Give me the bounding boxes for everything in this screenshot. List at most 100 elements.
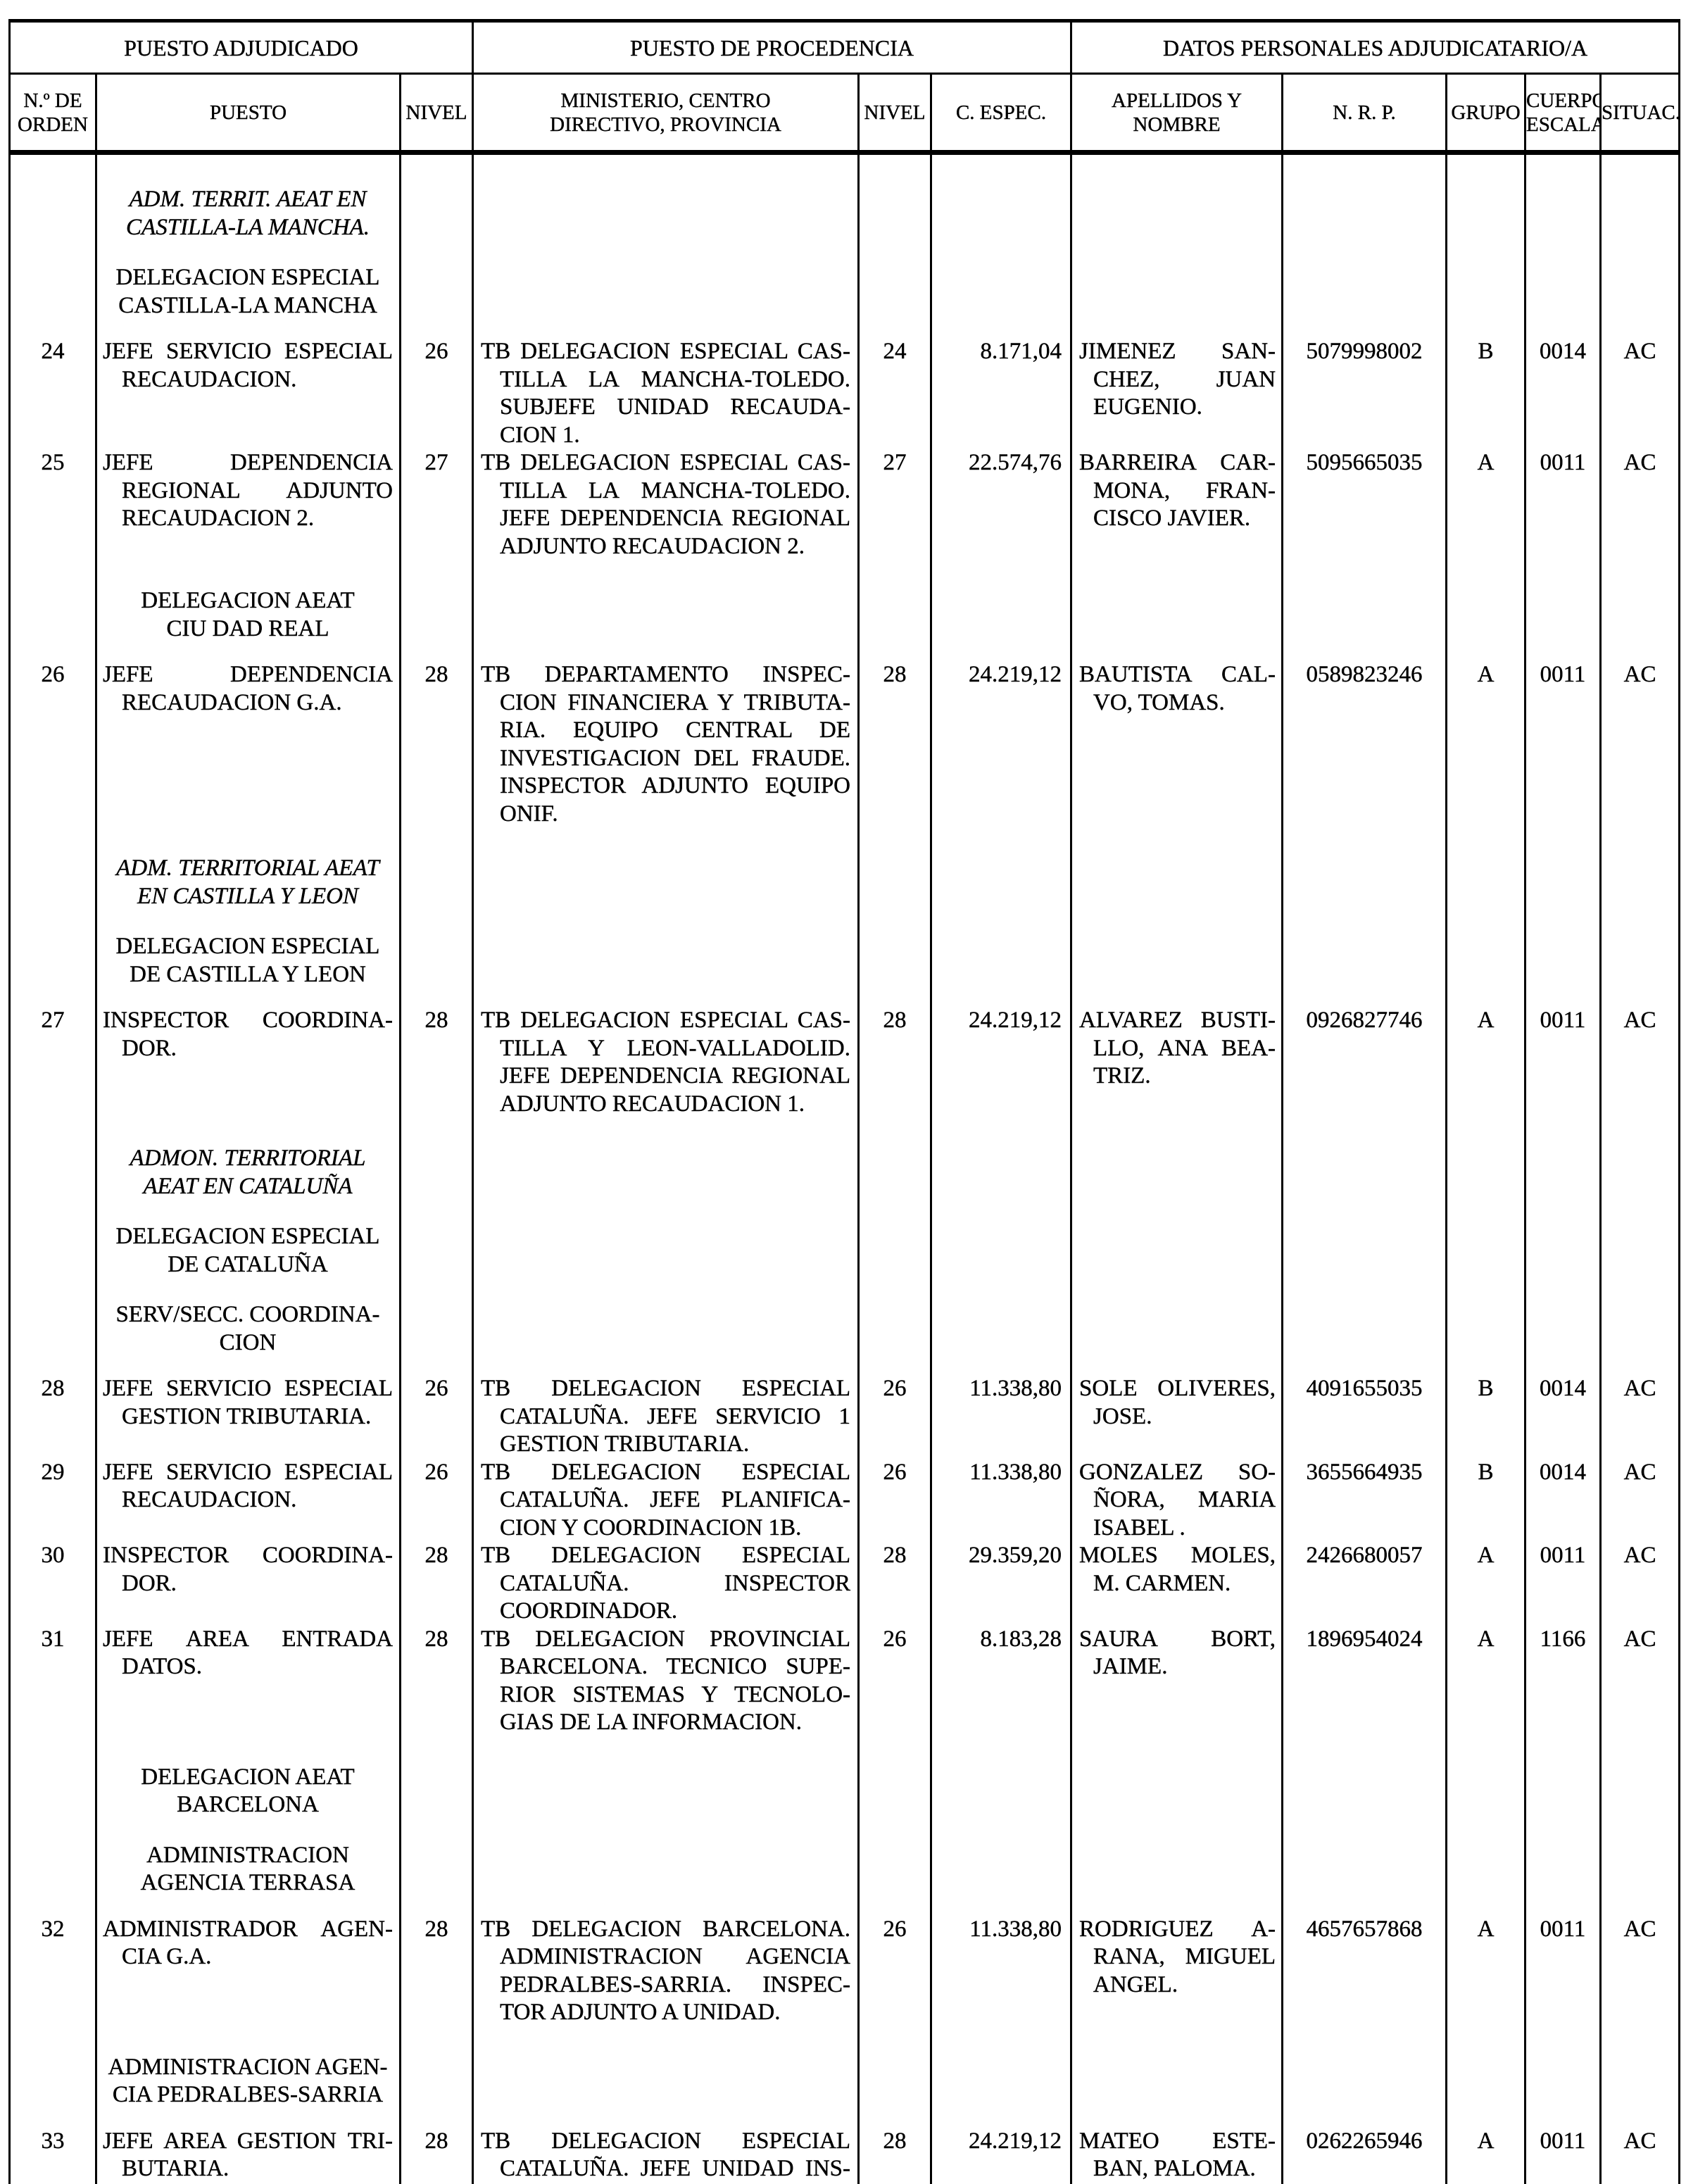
section-heading-row: SERV/SECC. COORDINA- CION bbox=[8, 1279, 1681, 1357]
cell-nombre: BARREIRA CAR- MONA, FRAN- CISCO JAVIER. bbox=[1070, 449, 1284, 560]
cell-text-line: SAURA BORT, bbox=[1079, 1626, 1276, 1652]
cell-nrp: 4091655035 bbox=[1281, 1357, 1448, 1459]
cell-text-line: JOSE. bbox=[1093, 1403, 1152, 1429]
cell-grupo bbox=[1445, 152, 1527, 241]
cell-puesto: INSPECTOR COORDINA- DOR. bbox=[95, 1542, 401, 1626]
table-row: 31 JEFE AREA ENTRADA DATOS. 28 TB DELEGACION… bbox=[8, 1625, 1681, 1737]
cell-situac bbox=[1599, 560, 1681, 643]
cell-cespec bbox=[930, 828, 1073, 910]
cell-cuerpo bbox=[1524, 1819, 1602, 1897]
cell-grupo: A bbox=[1445, 643, 1527, 828]
cell-nivel1: 28 bbox=[398, 2109, 474, 2184]
column-header-nrp: N. R. P. bbox=[1281, 73, 1448, 155]
cell-text-line: TB DELEGACION ESPECIAL CAS- bbox=[481, 450, 851, 475]
cell-proc bbox=[472, 152, 860, 241]
cell-nombre bbox=[1070, 1819, 1284, 1897]
cell-nivel2: 26 bbox=[857, 1357, 933, 1459]
column-header-grupo: GRUPO bbox=[1445, 73, 1527, 155]
cell-nombre bbox=[1070, 241, 1284, 320]
section-heading-line: CION bbox=[219, 1329, 277, 1355]
cell-grupo bbox=[1445, 560, 1527, 643]
cell-cespec: 8.171,04 bbox=[930, 320, 1073, 449]
cell-nivel1: 26 bbox=[398, 1458, 474, 1542]
cell-nivel1: 28 bbox=[398, 643, 474, 828]
column-header-line: NIVEL bbox=[405, 101, 467, 124]
group-header-puesto-procedencia: PUESTO DE PROCEDENCIA bbox=[472, 19, 1073, 75]
column-header-ministerio: MINISTERIO, CENTRO DIRECTIVO, PROVINCIA bbox=[472, 73, 860, 155]
cell-nivel1 bbox=[398, 910, 474, 989]
cell-cuerpo: 0011 bbox=[1524, 449, 1602, 560]
cell-cuerpo: 0014 bbox=[1524, 1458, 1602, 1542]
cell-puesto: JEFE SERVICIO ESPECIAL RECAUDACION. bbox=[95, 320, 401, 449]
cell-text-line: JIMENEZ SAN- bbox=[1079, 339, 1276, 364]
cell-cuerpo: 0011 bbox=[1524, 2109, 1602, 2184]
cell-text-line: INSPECTOR COORDINA- bbox=[103, 1543, 393, 1568]
cell-orden bbox=[8, 560, 97, 643]
column-header-line: MINISTERIO, CENTRO bbox=[560, 89, 771, 112]
cell-text-line: RECAUDACION 2. bbox=[122, 506, 315, 531]
cell-proc: TB DELEGACION BARCELONA. ADMINISTRACION A… bbox=[472, 1897, 860, 2027]
column-header-apellidos: APELLIDOS Y NOMBRE bbox=[1070, 73, 1284, 155]
cell-proc bbox=[472, 1819, 860, 1897]
cell-grupo bbox=[1445, 2026, 1527, 2109]
cell-orden: 25 bbox=[8, 449, 97, 560]
cell-nivel1 bbox=[398, 152, 474, 241]
cell-text-line: INVESTIGACION DEL FRAUDE. bbox=[500, 745, 851, 771]
cell-nivel1 bbox=[398, 560, 474, 643]
cell-text-line: TB DELEGACION ESPECIAL bbox=[481, 1543, 851, 1568]
cell-situac bbox=[1599, 828, 1681, 910]
cell-proc: TB DEPARTAMENTO INSPEC- CION FINANCIERA Y… bbox=[472, 643, 860, 828]
cell-nrp bbox=[1281, 241, 1448, 320]
cell-text-line: CATALUÑA. JEFE SERVICIO 1 bbox=[500, 1403, 851, 1429]
cell-situac: AC bbox=[1599, 1458, 1681, 1542]
cell-grupo bbox=[1445, 241, 1527, 320]
cell-nrp bbox=[1281, 2026, 1448, 2109]
column-header-orden: N.º DE ORDEN bbox=[8, 73, 97, 155]
section-heading-row: ADM. TERRIT. AEAT EN CASTILLA-LA MANCHA. bbox=[8, 152, 1681, 241]
column-header-line: ESCALA bbox=[1526, 113, 1601, 136]
cell-text-line: JEFE DEPENDENCIA REGIONAL bbox=[500, 506, 851, 531]
cell-text-line: ADJUNTO RECAUDACION 1. bbox=[500, 1091, 805, 1117]
cell-nrp: 0262265946 bbox=[1281, 2109, 1448, 2184]
cell-orden: 26 bbox=[8, 643, 97, 828]
cell-grupo: B bbox=[1445, 1357, 1527, 1459]
section-heading: DELEGACION ESPECIAL CASTILLA-LA MANCHA bbox=[103, 264, 393, 320]
cell-cuerpo: 0014 bbox=[1524, 1357, 1602, 1459]
section-heading-line: DELEGACION ESPECIAL bbox=[115, 934, 380, 959]
cell-grupo: A bbox=[1445, 1897, 1527, 2027]
cell-situac bbox=[1599, 1200, 1681, 1279]
table-header: PUESTO ADJUDICADO PUESTO DE PROCEDENCIA … bbox=[8, 19, 1681, 155]
cell-nrp: 2426680057 bbox=[1281, 1542, 1448, 1626]
cell-puesto: JEFE SERVICIO ESPECIAL RECAUDACION. bbox=[95, 1458, 401, 1542]
section-heading-line: CASTILLA-LA MANCHA bbox=[118, 292, 377, 318]
cell-text-line: JEFE DEPENDENCIA bbox=[103, 450, 393, 475]
column-header-line: NIVEL bbox=[864, 101, 926, 124]
cell-orden: 28 bbox=[8, 1357, 97, 1459]
cell-nombre bbox=[1070, 1200, 1284, 1279]
cell-situac bbox=[1599, 241, 1681, 320]
section-heading-line: AGENCIA TERRASA bbox=[140, 1870, 356, 1895]
cell-nombre: SAURA BORT, JAIME. bbox=[1070, 1625, 1284, 1737]
cell-nrp: 1896954024 bbox=[1281, 1625, 1448, 1737]
cell-proc bbox=[472, 1279, 860, 1357]
cell-text-line: TILLA LA MANCHA-TOLEDO. bbox=[500, 366, 851, 392]
cell-situac bbox=[1599, 1118, 1681, 1200]
cell-nrp: 0589823246 bbox=[1281, 643, 1448, 828]
cell-text-line: RECAUDACION G.A. bbox=[122, 689, 342, 715]
column-header-line: CUERPO bbox=[1526, 89, 1601, 112]
table-row: 24 JEFE SERVICIO ESPECIAL RECAUDACION. 26 TB… bbox=[8, 320, 1681, 449]
cell-cuerpo bbox=[1524, 1200, 1602, 1279]
cell-cuerpo bbox=[1524, 1736, 1602, 1819]
cell-nivel1 bbox=[398, 1819, 474, 1897]
cell-orden bbox=[8, 1819, 97, 1897]
cell-orden bbox=[8, 1279, 97, 1357]
column-header-line: ORDEN bbox=[18, 113, 88, 136]
cell-nrp bbox=[1281, 560, 1448, 643]
cell-nombre bbox=[1070, 910, 1284, 989]
cell-cespec bbox=[930, 1819, 1073, 1897]
column-header-line: SITUAC. bbox=[1602, 101, 1680, 124]
cell-situac: AC bbox=[1599, 320, 1681, 449]
table-row: 30 INSPECTOR COORDINA- DOR. 28 TB DELEGACION… bbox=[8, 1542, 1681, 1626]
cell-orden bbox=[8, 241, 97, 320]
cell-text-line: CATALUÑA. JEFE PLANIFICA- bbox=[500, 1487, 851, 1512]
